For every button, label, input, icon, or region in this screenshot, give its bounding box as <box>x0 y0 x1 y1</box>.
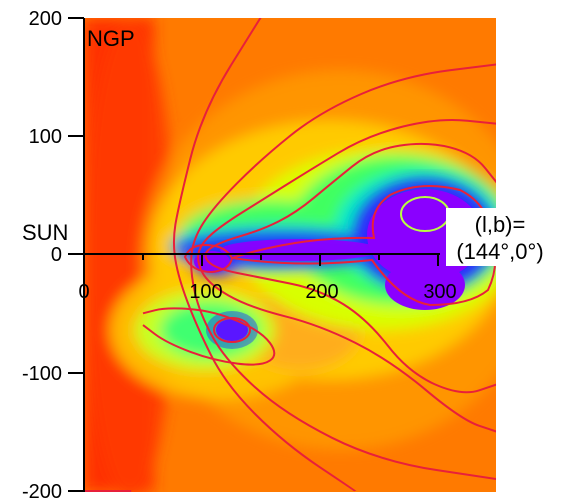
lb-label-box <box>446 208 554 266</box>
x-tick-label: 100 <box>189 281 222 303</box>
contour-line-c4 <box>204 142 496 394</box>
y-tick-label: 100 <box>29 126 62 148</box>
x-tick-label: 200 <box>305 281 338 303</box>
y-tick-label: -200 <box>22 481 62 500</box>
contour-lower-spot <box>213 317 251 343</box>
lb-label-line1: (l,b)= <box>475 212 526 237</box>
contour-line-c2 <box>190 63 496 480</box>
contour-line-c3 <box>197 118 496 433</box>
ngp-label: NGP <box>87 26 135 51</box>
contour-lines <box>84 18 496 492</box>
x-tick-labels: 0 100 200 300 <box>78 281 456 303</box>
axes <box>68 17 440 492</box>
contour-line-left-lobe <box>142 307 276 366</box>
lb-label-line2: (144°,0°) <box>456 239 543 264</box>
y-tick-label: 0 <box>51 244 62 266</box>
x-tick-label: 300 <box>423 281 456 303</box>
x-tick-label: 0 <box>78 281 89 303</box>
y-tick-label: -100 <box>22 363 62 385</box>
y-tick-labels: 200 100 0 -100 -200 <box>22 8 62 500</box>
sun-label: SUN <box>22 220 68 245</box>
y-tick-label: 200 <box>29 8 62 30</box>
contour-line-c1 <box>172 18 356 492</box>
